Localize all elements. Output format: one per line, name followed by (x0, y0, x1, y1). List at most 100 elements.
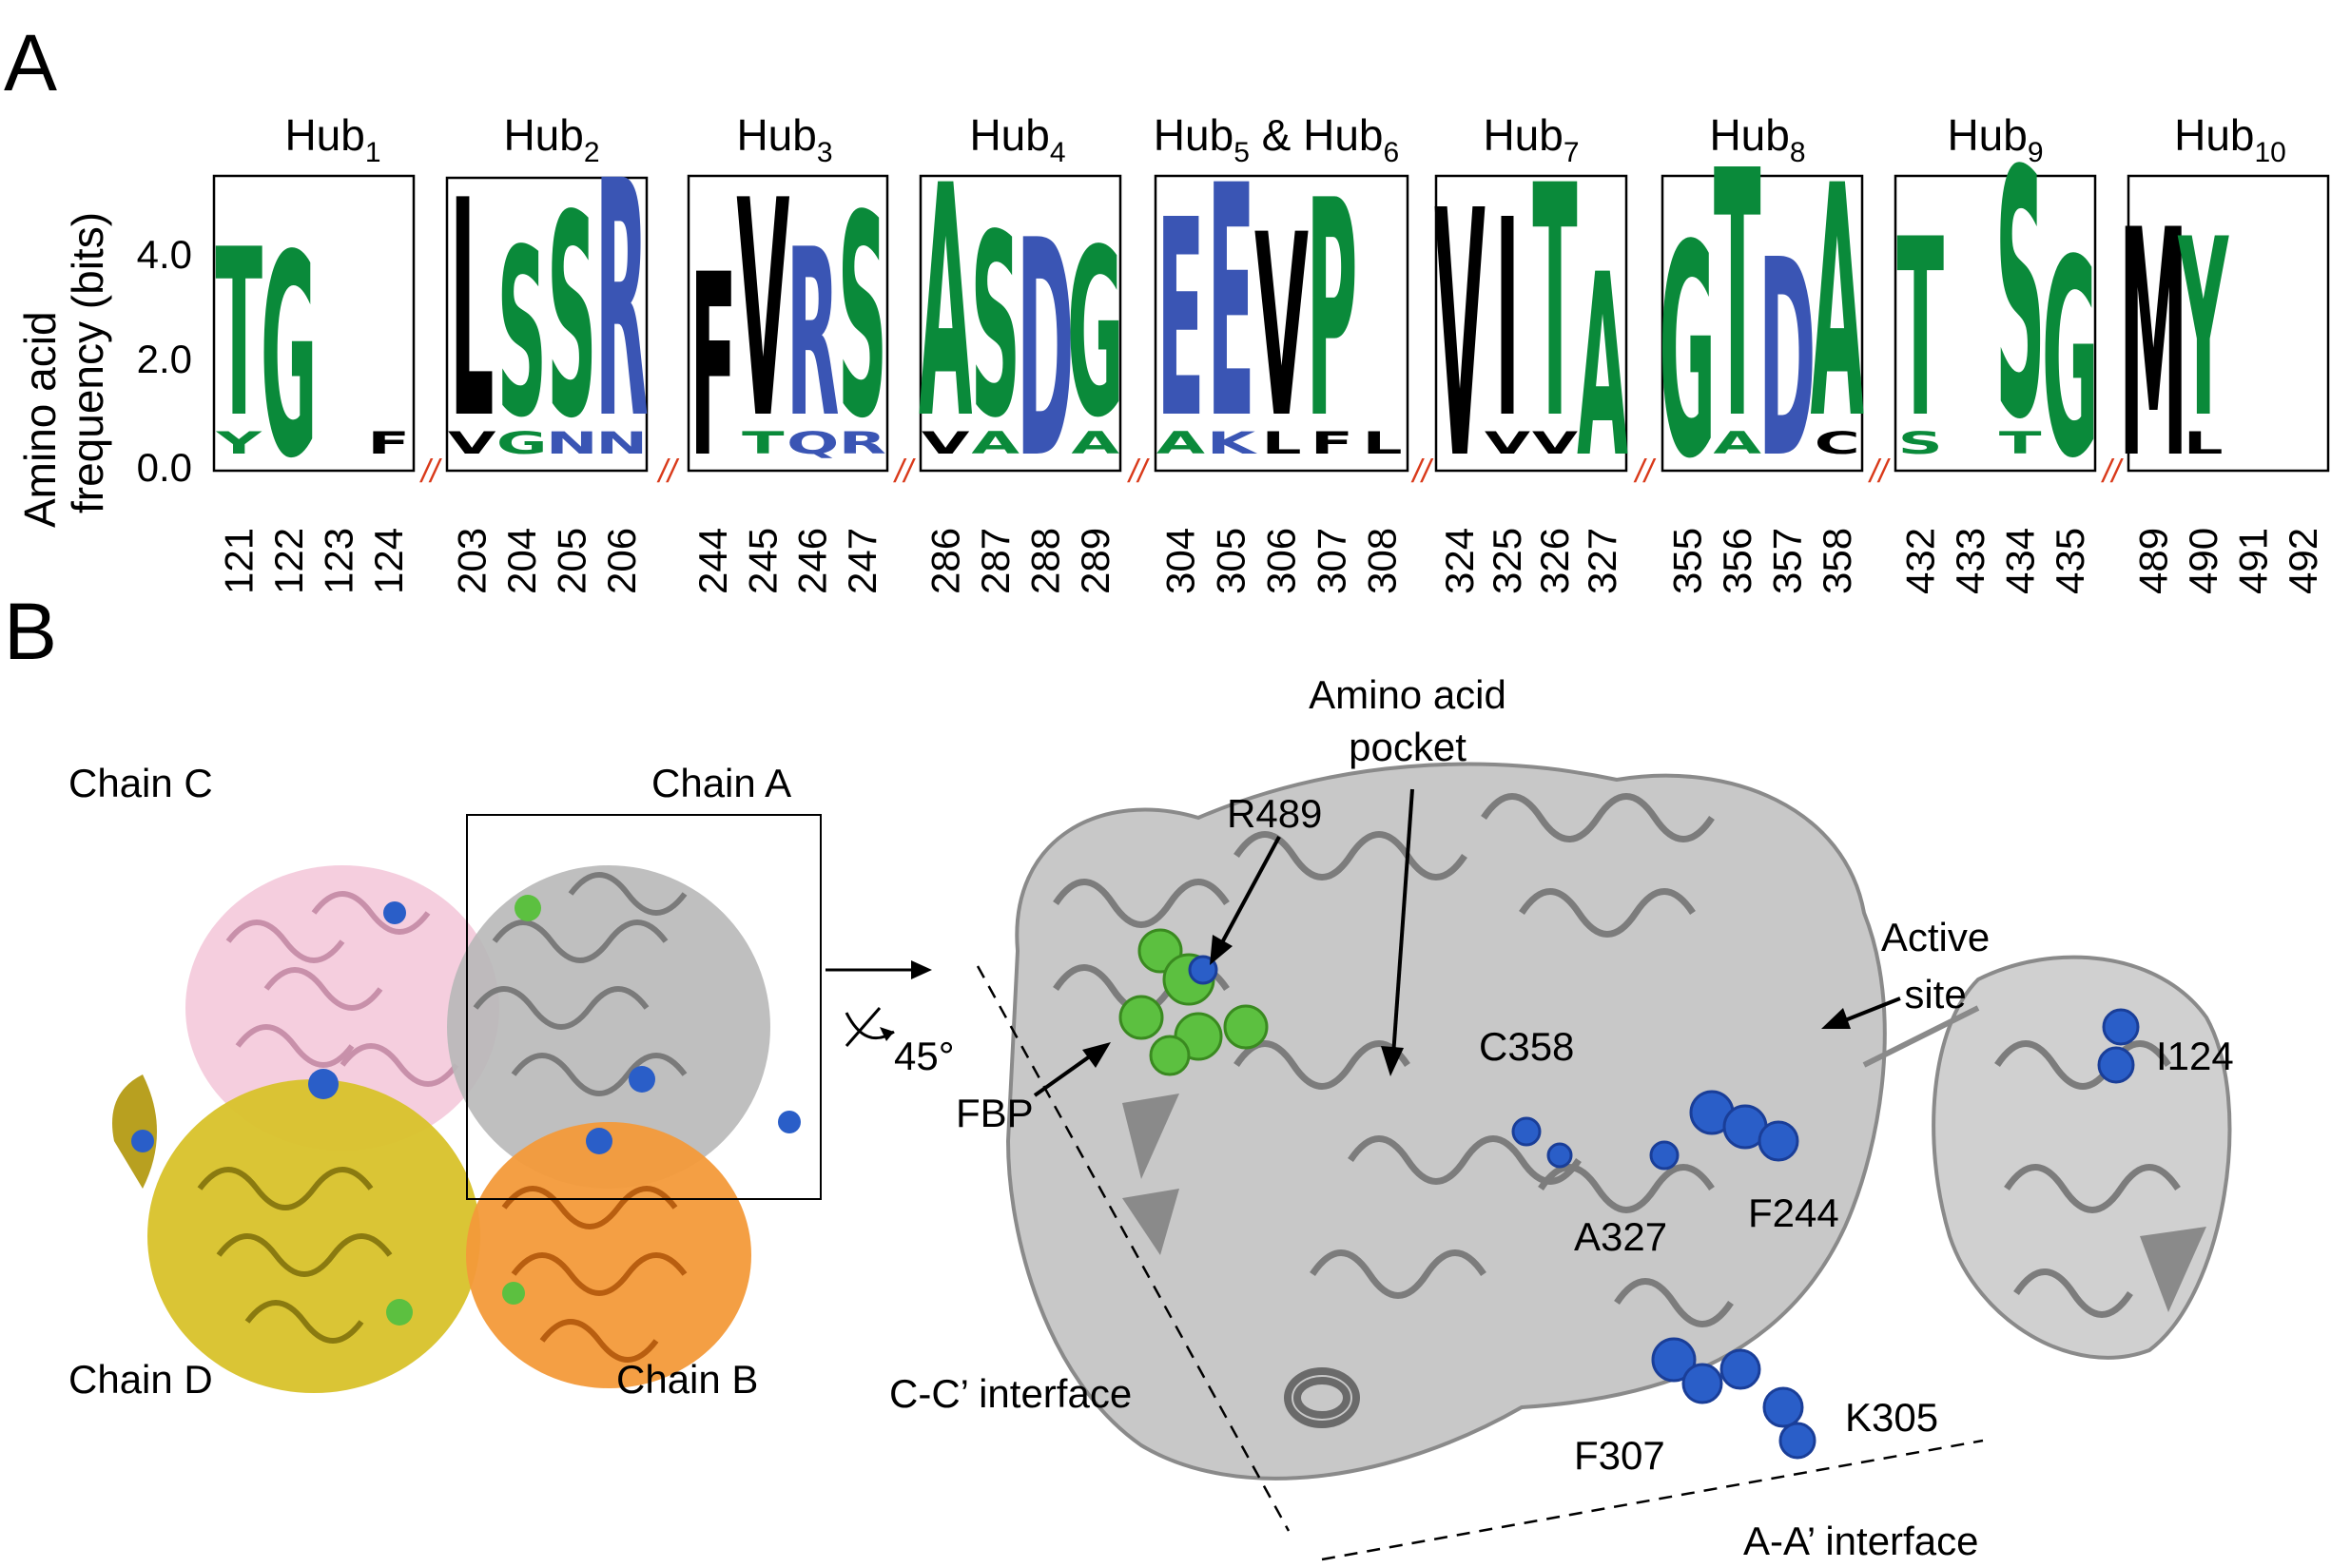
hub-title-8: Hub9 (1947, 110, 2043, 168)
x-tick-325: 325 (1485, 528, 1529, 594)
x-tick-304: 304 (1158, 528, 1203, 594)
x-tick-305: 305 (1209, 528, 1253, 594)
logo-letter-top: V (1254, 181, 1309, 474)
axis-break-mark: // (2101, 454, 2124, 490)
tetramer-structure (112, 814, 822, 1393)
aa-interface-line (1321, 1439, 1984, 1561)
active-site-label-line1: Active (1881, 915, 1990, 959)
logo-letter-top: G (2042, 203, 2099, 519)
logo-letter-top: T (1714, 99, 1761, 494)
monomer-structure (1005, 762, 2232, 1481)
rotation-icon (845, 1007, 895, 1047)
x-tick-205: 205 (549, 528, 593, 594)
zoom-box (466, 814, 822, 1200)
cc-interface-label: C-C’ interface (889, 1371, 1132, 1416)
logo-letter-top: E (1156, 164, 1204, 478)
hub-title-2: Hub2 (503, 110, 599, 168)
logo-letter-second: C (1815, 426, 1860, 462)
x-tick-489: 489 (2130, 528, 2175, 594)
logo-letter-top: D (1017, 177, 1074, 524)
axis-break-mark: // (1868, 454, 1891, 490)
x-tick-121: 121 (216, 528, 261, 594)
x-tick-492: 492 (2281, 528, 2325, 594)
hub-title-3: Hub3 (736, 110, 832, 168)
x-tick-288: 288 (1022, 528, 1067, 594)
x-tick-355: 355 (1664, 528, 1709, 594)
panel-b-letter: B (4, 587, 57, 676)
x-tick-490: 490 (2181, 528, 2225, 594)
x-tick-287: 287 (973, 528, 1018, 594)
logo-letter-top: S (547, 157, 596, 480)
logo-letter-top: L (450, 137, 494, 484)
logo-letter-second: V (448, 426, 496, 462)
chain-d-structure (112, 1074, 480, 1393)
fbp-ligand (1118, 928, 1269, 1076)
chain-a-label: Chain A (651, 761, 791, 805)
logo-letter-top: T (1532, 119, 1577, 491)
logo-letter-top: A (1811, 119, 1864, 490)
logo-letter-second: Q (787, 425, 839, 461)
x-tick-435: 435 (2048, 528, 2092, 594)
chain-b-structure (466, 1122, 751, 1388)
logo-letter-top: T (215, 202, 262, 470)
rotation-label: 45° (894, 1034, 955, 1078)
x-tick-246: 246 (790, 528, 835, 594)
x-tick-356: 356 (1715, 528, 1759, 594)
logo-letter-top: G (1067, 202, 1124, 470)
hub-box-7 (1661, 174, 1864, 473)
amino-acid-pocket-label-line1: Amino acid (1309, 672, 1506, 717)
logo-letter-top: S (1995, 99, 2045, 494)
hub-box-5 (1154, 174, 1409, 473)
hub-residues (1188, 955, 2140, 1460)
hub-box-9 (2127, 174, 2330, 473)
logo-letter-top: G (261, 197, 318, 520)
hub-title-5: Hub5 & Hub6 (1154, 110, 1399, 168)
x-tick-204: 204 (499, 528, 544, 594)
logo-letter-second: L (2184, 426, 2224, 462)
y-tick-0: 0.0 (137, 445, 192, 490)
axis-break-mark: // (893, 454, 916, 490)
x-tick-289: 289 (1073, 528, 1117, 594)
x-tick-327: 327 (1580, 528, 1624, 594)
logo-letter-top: E (1207, 120, 1254, 491)
amino-acid-pocket-label-line2: pocket (1349, 725, 1467, 769)
hub-box-3 (687, 174, 889, 473)
a327-label: A327 (1574, 1214, 1667, 1259)
chain-c-label: Chain C (68, 761, 213, 805)
fbp-label: FBP (956, 1091, 1034, 1135)
cc-interface-line (976, 965, 1291, 1532)
x-tick-203: 203 (449, 528, 494, 594)
x-tick-122: 122 (266, 528, 311, 594)
x-tick-434: 434 (1997, 528, 2042, 594)
logo-letter-second: R (839, 425, 886, 461)
x-tick-308: 308 (1360, 528, 1405, 594)
x-tick-432: 432 (1897, 528, 1942, 594)
chain-b-label: Chain B (616, 1357, 758, 1402)
logo-letter-top: D (1758, 203, 1816, 519)
logo-letter-top: R (787, 201, 840, 469)
x-tick-358: 358 (1815, 528, 1859, 594)
logo-letter-second: V (1532, 425, 1579, 461)
logo-letter-second: Y (215, 426, 262, 462)
logo-letter-second: G (496, 426, 548, 462)
logo-letter-second: A (1071, 426, 1119, 462)
logo-letter-top: I (1495, 162, 1520, 478)
chain-a-structure (447, 865, 770, 1189)
panel-a-letter: A (4, 18, 57, 107)
logo-letter-second: S (1898, 426, 1943, 462)
logo-letter-top: V (1434, 138, 1486, 533)
axis-break-mark: // (1411, 454, 1434, 490)
k305-label: K305 (1845, 1395, 1938, 1440)
hub-box-2 (445, 176, 649, 473)
hub-box-6 (1434, 174, 1628, 473)
x-tick-247: 247 (840, 528, 884, 594)
logo-letter-top: P (1307, 137, 1358, 484)
hub-title-9: Hub10 (2174, 110, 2286, 168)
